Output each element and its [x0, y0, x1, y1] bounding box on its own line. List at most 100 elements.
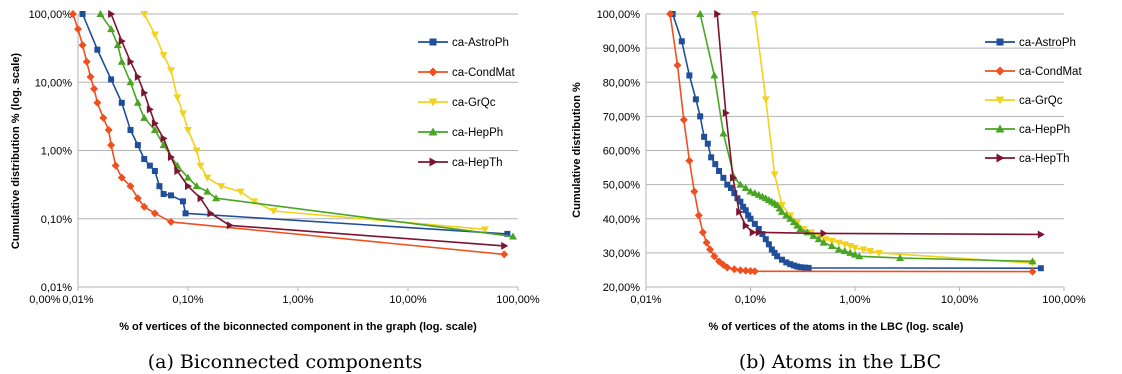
legend-item-ca-hepth: ca-HepTh [985, 153, 1070, 165]
data-point-ca-hepth [141, 88, 149, 97]
data-point-ca-condmat [104, 125, 113, 134]
data-point-ca-astroph [712, 161, 719, 168]
data-point-ca-grqc [770, 171, 779, 179]
data-point-ca-hepth [742, 221, 750, 230]
data-point-ca-astroph [751, 220, 758, 227]
data-point-ca-hepth [174, 167, 182, 176]
data-point-ca-condmat [133, 194, 142, 203]
data-point-ca-astroph [720, 174, 727, 181]
legend-marker [995, 66, 1005, 76]
panel-a-gridlines [78, 13, 518, 288]
data-point-ca-astroph [765, 241, 772, 248]
data-point-ca-hepth [151, 119, 159, 128]
data-point-ca-hepph [741, 184, 750, 192]
legend-marker [995, 96, 1005, 105]
data-point-ca-condmat [90, 84, 99, 93]
panel-a-axes [77, 14, 519, 291]
data-point-ca-astroph [141, 156, 148, 163]
data-point-ca-hepph [793, 221, 802, 229]
series-ca-hepph [696, 10, 1037, 265]
data-point-ca-condmat [673, 61, 682, 70]
data-point-ca-hepph [809, 231, 818, 239]
legend-label: ca-CondMat [1019, 66, 1082, 78]
data-point-ca-condmat [140, 202, 149, 211]
data-point-ca-grqc [250, 198, 259, 206]
data-point-ca-astroph [716, 167, 723, 174]
data-point-ca-astroph [783, 259, 790, 266]
legend-item-ca-grqc: ca-GrQc [418, 97, 496, 109]
data-point-ca-condmat [99, 113, 108, 122]
data-point-ca-hepth [207, 209, 215, 218]
data-point-ca-astroph [737, 198, 744, 205]
data-point-ca-astroph [118, 99, 125, 106]
data-point-ca-grqc [140, 11, 149, 18]
data-point-ca-condmat [1028, 267, 1037, 276]
data-point-ca-astroph [79, 11, 86, 17]
data-point-ca-condmat [78, 41, 87, 50]
y-tick-label: 0,01% [41, 282, 72, 294]
data-point-ca-condmat [698, 228, 707, 237]
data-point-ca-hepph [719, 129, 728, 137]
legend-item-ca-hepph: ca-HepPh [985, 124, 1070, 136]
data-point-ca-hepth [127, 57, 135, 66]
data-point-ca-hepph [819, 238, 828, 246]
data-point-ca-hepph [126, 78, 135, 86]
x-tick-label: 100,00% [1042, 294, 1086, 306]
data-point-ca-astroph [146, 162, 153, 169]
panel-a-caption: (a) Biconnected components [148, 351, 423, 373]
panel-b-y-tick-labels: 20,00% 30,00% 40,00% 50,00% 60,00% 70,00% 80,0… [597, 9, 641, 294]
legend-marker [995, 124, 1005, 133]
legend-item-ca-astroph: ca-AstroPh [985, 37, 1076, 49]
data-point-ca-condmat [166, 217, 175, 226]
data-point-ca-hepph [96, 10, 105, 17]
data-point-ca-condmat [117, 173, 126, 182]
data-point-ca-grqc [480, 226, 489, 234]
series-line-ca-grqc [143, 13, 485, 231]
data-point-ca-hepth [185, 182, 192, 191]
data-point-ca-hepph [133, 98, 142, 106]
data-point-ca-hepph [710, 71, 719, 79]
x-tick-label: 1,00% [282, 294, 313, 306]
x-tick-label: 0,10% [172, 294, 203, 306]
x-tick-label: 0,01% [62, 294, 93, 306]
data-point-ca-condmat [93, 98, 102, 107]
data-point-ca-grqc [866, 248, 875, 256]
data-point-ca-astroph [182, 210, 189, 217]
data-point-ca-hepph [846, 248, 855, 256]
data-point-ca-astroph [167, 192, 174, 199]
data-point-ca-grqc [859, 246, 868, 254]
data-point-ca-hepth [226, 221, 234, 230]
legend-item-ca-hepph: ca-HepPh [418, 127, 503, 139]
legend-marker [428, 127, 438, 136]
data-point-ca-hepth [197, 194, 205, 203]
data-point-ca-hepph [782, 211, 791, 219]
legend-label: ca-AstroPh [1019, 37, 1076, 49]
legend-label: ca-GrQc [1019, 95, 1063, 107]
data-point-ca-hepth [108, 10, 116, 18]
data-point-ca-astroph [179, 198, 186, 205]
series-ca-condmat [68, 10, 509, 259]
y-tick-label: 40,00% [603, 214, 641, 226]
data-point-ca-astroph [731, 190, 738, 197]
data-point-ca-condmat [126, 182, 135, 191]
data-point-ca-hepth [749, 228, 757, 237]
data-point-ca-hepph [896, 253, 905, 261]
data-point-ca-astroph [1037, 265, 1044, 272]
legend-label: ca-HepPh [452, 127, 503, 139]
x-tick-label: 10,00% [389, 294, 427, 306]
data-point-ca-grqc [269, 207, 278, 215]
data-point-ca-grqc [875, 249, 884, 257]
data-point-ca-grqc [827, 237, 836, 245]
chart-panel-a: 0,00% 0,01% 0,10% 1,00% 10,00% 100,00% 0,01%0… [10, 9, 540, 373]
data-point-ca-astroph [759, 231, 766, 238]
data-point-ca-condmat [723, 263, 732, 272]
data-point-ca-condmat [500, 250, 509, 259]
data-point-ca-grqc [821, 236, 830, 244]
data-point-ca-astroph [768, 246, 775, 253]
y-tick-label: 80,00% [603, 77, 641, 89]
data-point-ca-hepph [508, 232, 517, 240]
data-point-ca-astroph [724, 181, 731, 188]
legend-marker [428, 98, 438, 107]
panel-b-series [666, 10, 1045, 276]
